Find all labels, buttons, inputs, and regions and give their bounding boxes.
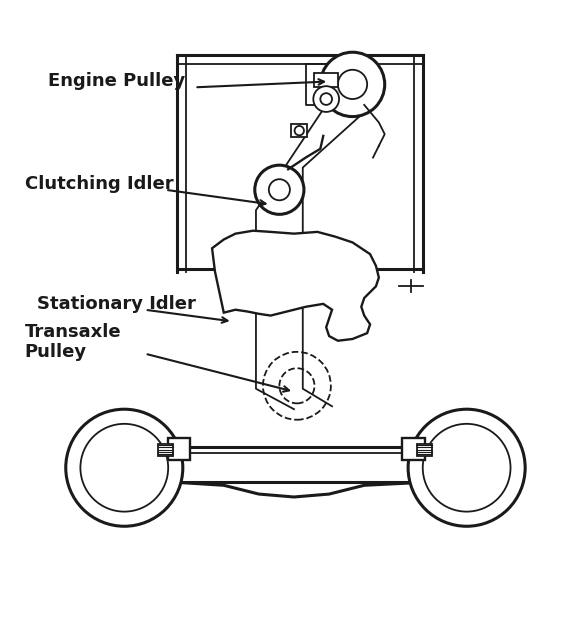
Polygon shape [212, 231, 379, 341]
Bar [402, 438, 425, 460]
Text: Clutching Idler: Clutching Idler [25, 175, 173, 193]
Circle shape [255, 165, 304, 214]
Circle shape [313, 86, 339, 112]
Circle shape [408, 409, 525, 526]
Circle shape [320, 52, 385, 117]
Text: Engine Pulley: Engine Pulley [48, 73, 185, 90]
Bar [158, 445, 173, 456]
Bar [291, 124, 308, 137]
Text: Transaxle
Pulley: Transaxle Pulley [25, 322, 122, 361]
Bar [417, 445, 432, 456]
Bar [168, 438, 191, 460]
Circle shape [66, 409, 183, 526]
Text: Stationary Idler: Stationary Idler [36, 295, 195, 313]
Bar [315, 73, 338, 87]
